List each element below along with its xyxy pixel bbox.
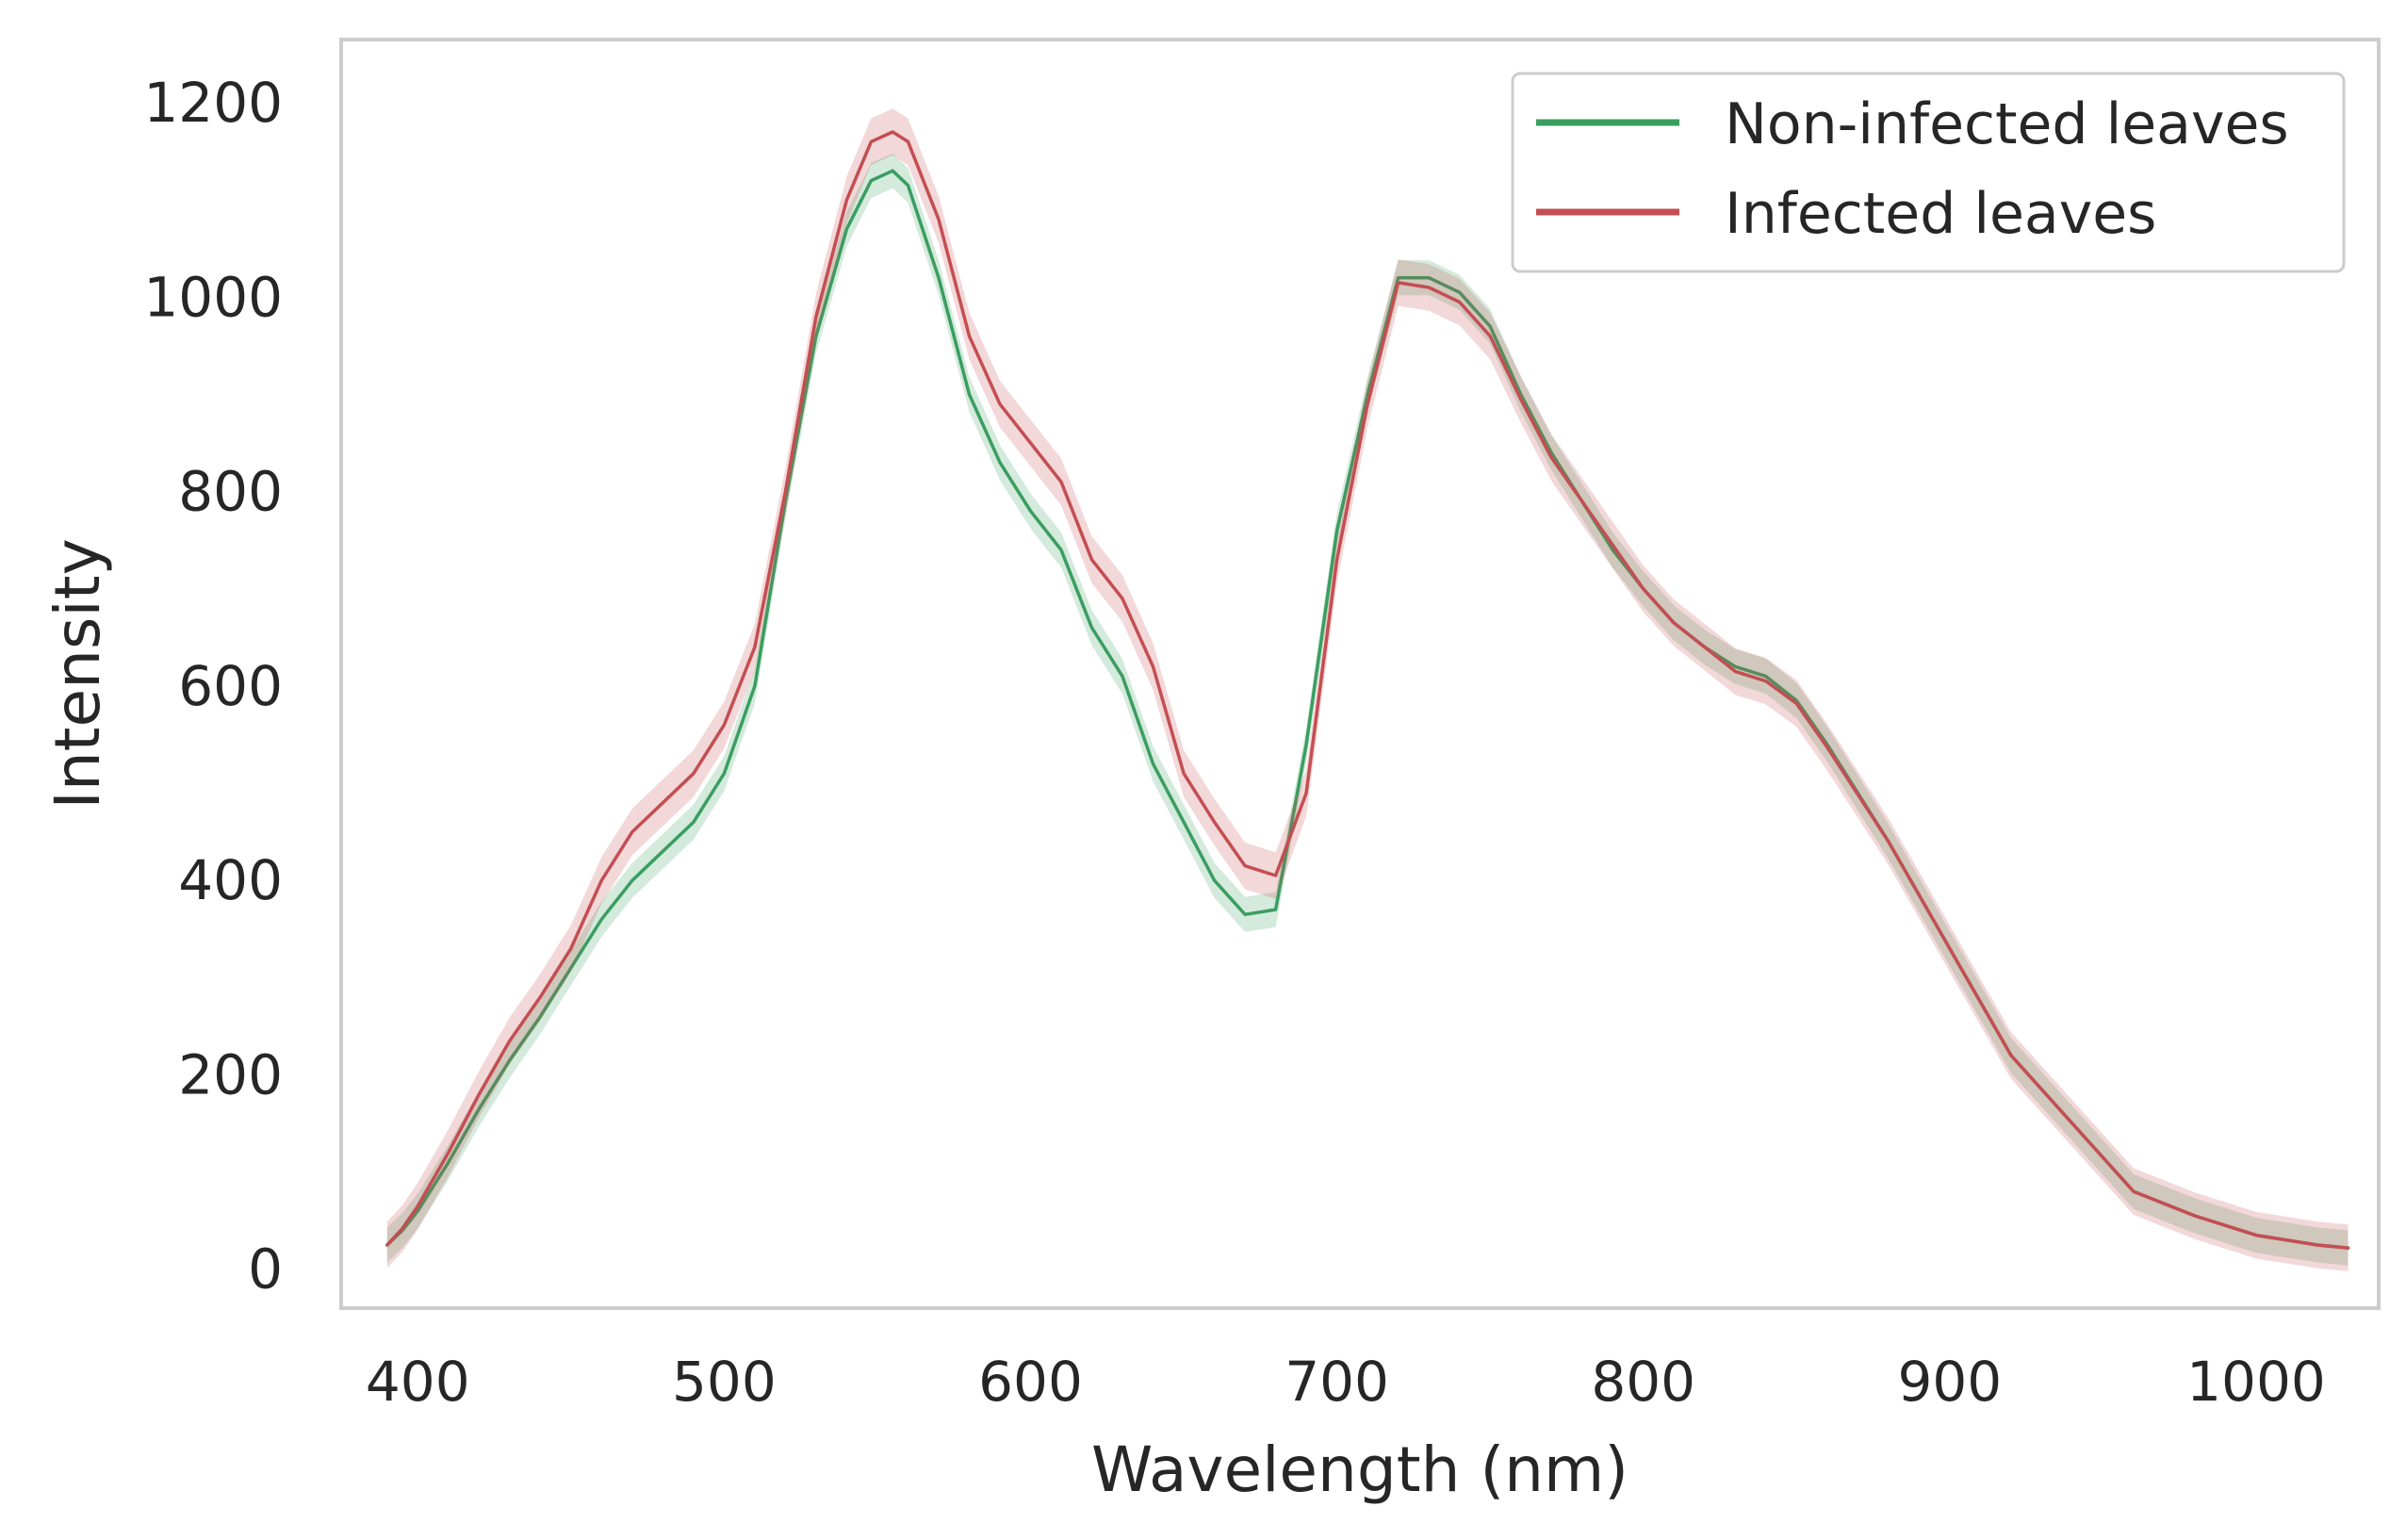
series-line-infected-leaves (385, 130, 2350, 1250)
x-tick-label: 500 (672, 1350, 777, 1414)
x-tick-label: 600 (978, 1350, 1083, 1414)
legend: Non-infected leaves Infected leaves (1511, 72, 2346, 273)
y-tick-label: 400 (178, 848, 283, 912)
y-tick-label: 0 (248, 1237, 283, 1302)
y-tick-label: 600 (178, 654, 283, 718)
x-axis-label: Wavelength (nm) (1091, 1434, 1629, 1506)
x-tick-label: 400 (366, 1350, 470, 1414)
y-axis-label: Intensity (41, 538, 114, 809)
legend-box (1511, 72, 2346, 273)
series-line-non-infected-leaves (385, 169, 2350, 1250)
x-tick-label: 1000 (2186, 1350, 2326, 1414)
plot-frame (339, 38, 2381, 1310)
y-tick-label: 1200 (143, 71, 283, 135)
legend-label-infected: Infected leaves (1725, 181, 2156, 247)
x-tick-label: 800 (1591, 1350, 1695, 1414)
y-tick-label: 200 (178, 1042, 283, 1106)
y-axis-ticks: 0 200 400 600 800 1000 1200 (143, 71, 283, 1302)
x-tick-label: 900 (1897, 1350, 2002, 1414)
x-axis-ticks: 400 500 600 700 800 900 1000 (366, 1350, 2326, 1414)
y-tick-label: 1000 (143, 265, 283, 329)
series-layer (385, 108, 2350, 1271)
legend-label-non-infected: Non-infected leaves (1725, 91, 2289, 157)
y-tick-label: 800 (178, 460, 283, 524)
x-tick-label: 700 (1285, 1350, 1389, 1414)
